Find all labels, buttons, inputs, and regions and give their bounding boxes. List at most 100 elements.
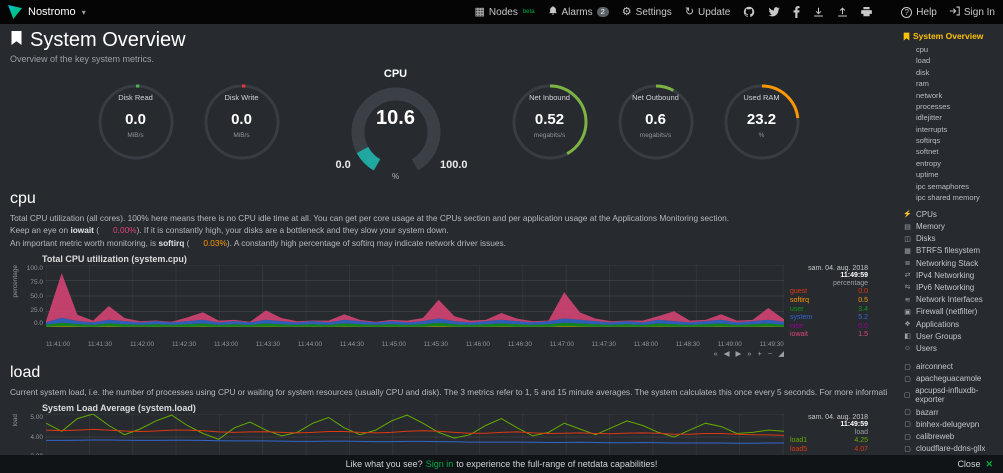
iface-icon: ≋ <box>904 296 911 304</box>
banner-close-button[interactable]: Close ✕ <box>957 459 993 470</box>
cpu-chart-canvas[interactable] <box>45 264 784 328</box>
cpu-chart-title: Total CPU utilization (system.cpu) <box>42 254 187 265</box>
sidebar-item-label: Applications <box>916 319 960 329</box>
legend-series-softirq[interactable]: softirq 0.5 <box>790 296 868 304</box>
sidebar-section-user-groups[interactable]: ◧ User Groups <box>903 330 1000 342</box>
sidebar-sections: ⚡ CPUs ▤ Memory ◫ Disks ▦ BTRFS filesystem ≣ Netw… <box>903 208 1000 354</box>
sidebar-sub-item-entropy[interactable]: entropy <box>903 158 1000 169</box>
cpu-gauge[interactable]: CPU 10.6 0.0 100.0 % <box>308 68 484 184</box>
legend-series-guest[interactable]: guest 0.0 <box>790 288 868 296</box>
sidebar-section-ipv4-networking[interactable]: ⇄ IPv4 Networking <box>903 269 1000 281</box>
nodes-label: Nodes <box>488 6 518 18</box>
sidebar-section-ipv6-networking[interactable]: ⇆ IPv6 Networking <box>903 281 1000 293</box>
sidebar-app-calibreweb[interactable]: ▢ calibreweb <box>903 430 1000 442</box>
sidebar-sub-item-softirqs[interactable]: softirqs <box>903 135 1000 146</box>
net-outbound-gauge[interactable]: Net Outbound 0.6 megabits/s <box>616 82 696 162</box>
banner-text-post: to experience the full-range of netdata … <box>456 459 658 469</box>
legend-series-load1[interactable]: load1 4.25 <box>790 437 868 445</box>
legend-series-system[interactable]: system 5.2 <box>790 314 868 322</box>
legend-series-nice[interactable]: nice 0.0 <box>790 322 868 330</box>
sidebar-sub-item-uptime[interactable]: uptime <box>903 169 1000 180</box>
nodes-menu-button[interactable]: ▦ Nodes beta <box>475 6 535 18</box>
sidebar-section-btrfs-filesystem[interactable]: ▦ BTRFS filesystem <box>903 245 1000 257</box>
sidebar-section-networking-stack[interactable]: ≣ Networking Stack <box>903 257 1000 269</box>
net-inbound-gauge[interactable]: Net Inbound 0.52 megabits/s <box>510 82 590 162</box>
sign-in-icon <box>949 6 960 19</box>
disk-write-gauge[interactable]: Disk Write 0.0 MiB/s <box>202 82 282 162</box>
print-icon[interactable] <box>861 7 873 17</box>
sidebar-section-cpus[interactable]: ⚡ CPUs <box>903 208 1000 220</box>
sidebar-sub-item-ipc-shared-memory[interactable]: ipc shared memory <box>903 192 1000 203</box>
sidebar-section-users[interactable]: ☺ Users <box>903 342 1000 354</box>
github-icon[interactable] <box>743 6 755 18</box>
banner-sign-in-link[interactable]: Sign in <box>425 459 454 469</box>
x-tick-label: 11:48:30 <box>675 340 700 348</box>
sidebar-sub-item-softnet[interactable]: softnet <box>903 146 1000 157</box>
sidebar-sub-item-network[interactable]: network <box>903 90 1000 101</box>
disk-read-gauge[interactable]: Disk Read 0.0 MiB/s <box>96 82 176 162</box>
sidebar-section-applications[interactable]: ❖ Applications <box>903 318 1000 330</box>
x-tick-label: 11:46:00 <box>465 340 490 348</box>
legend-series-load5[interactable]: load5 4.07 <box>790 445 868 453</box>
sidebar-app-cloudflare-ddns-gllx[interactable]: ▢ cloudflare-ddns-gllx <box>903 443 1000 455</box>
twitter-icon[interactable] <box>768 7 780 17</box>
legend-series-iowait[interactable]: iowait 1.5 <box>790 331 868 339</box>
x-tick-label: 11:42:00 <box>129 340 155 348</box>
resize-icon[interactable]: ◢ <box>778 348 784 358</box>
sidebar-app-bazarr[interactable]: ▢ bazarr <box>903 406 1000 418</box>
sidebar-app-airconnect[interactable]: ▢ airconnect <box>903 361 1000 373</box>
bookmark-icon <box>903 32 910 40</box>
skip-backward-icon[interactable]: « <box>713 348 718 358</box>
sidebar-sub-item-idlejitter[interactable]: idlejitter <box>903 112 1000 123</box>
help-button[interactable]: ? Help <box>901 6 937 18</box>
sidebar-section-memory[interactable]: ▤ Memory <box>903 220 1000 232</box>
host-menu[interactable]: Nostromo ▾ <box>8 5 86 19</box>
y-axis-ticks: 100.0 75.0 50.0 25.0 0.0 <box>20 265 46 327</box>
gauge-value: 0.0 <box>231 111 252 128</box>
sidebar-item-label: apcupsd-influxdb-exporter <box>915 386 979 405</box>
sign-in-button[interactable]: Sign In <box>949 6 995 19</box>
sidebar-app-binhex-delugevpn[interactable]: ▢ binhex-delugevpn <box>903 418 1000 430</box>
sidebar-section-firewall-netfilter-[interactable]: ▣ Firewall (netfilter) <box>903 306 1000 318</box>
step-backward-icon[interactable]: ◀ <box>723 348 730 358</box>
sidebar-sub-item-interrupts[interactable]: interrupts <box>903 124 1000 135</box>
used-ram-gauge[interactable]: Used RAM 23.2 % <box>722 82 802 162</box>
gauge-unit: % <box>391 172 400 181</box>
zoom-out-icon[interactable]: − <box>767 348 773 358</box>
skip-forward-icon[interactable]: » <box>747 348 752 358</box>
x-tick-label: 11:44:30 <box>339 340 364 348</box>
alarms-menu-button[interactable]: Alarms 2 <box>548 5 609 19</box>
upload-icon[interactable] <box>837 6 848 18</box>
legend-series-user[interactable]: user 3.4 <box>790 305 868 313</box>
bolt-icon: ⚡ <box>903 211 912 219</box>
download-icon[interactable] <box>813 7 824 18</box>
sidebar-section-network-interfaces[interactable]: ≋ Network Interfaces <box>903 294 1000 306</box>
cpu-chart-section: Total CPU utilization (system.cpu) perce… <box>10 254 887 358</box>
sidebar-item-label: disk <box>916 67 930 77</box>
play-icon[interactable]: ▶ <box>735 348 742 358</box>
load-chart-title: System Load Average (system.load) <box>42 403 196 414</box>
sidebar-app-apacheguacamole[interactable]: ▢ apacheguacamole <box>903 373 1000 385</box>
zoom-in-icon[interactable]: + <box>757 348 762 358</box>
x-tick-label: 11:46:30 <box>507 340 532 348</box>
update-menu-button[interactable]: ↻ Update <box>685 6 730 18</box>
sidebar-item-label: idlejitter <box>916 113 942 123</box>
sidebar-app-apcupsd-influxdb-exporter[interactable]: ▢ apcupsd-influxdb-exporter <box>903 385 1000 406</box>
settings-menu-button[interactable]: ⚙ Settings <box>622 6 672 18</box>
sidebar-sub-item-ram[interactable]: ram <box>903 78 1000 89</box>
sidebar-sub-item-disk[interactable]: disk <box>903 67 1000 78</box>
sidebar-sub-item-processes[interactable]: processes <box>903 101 1000 112</box>
sidebar-sub-item-load[interactable]: load <box>903 55 1000 66</box>
disk-icon: ◫ <box>904 235 911 243</box>
alarms-count-badge: 2 <box>596 7 609 17</box>
load-chart-canvas[interactable] <box>45 413 785 461</box>
x-tick-label: 11:49:30 <box>759 340 784 348</box>
signin-banner: Like what you see? Sign in to experience… <box>0 455 1003 473</box>
sidebar-sub-item-cpu[interactable]: cpu <box>903 44 1000 55</box>
sidebar-section-disks[interactable]: ◫ Disks <box>903 233 1000 245</box>
facebook-icon[interactable] <box>793 6 800 18</box>
gauge-value: 0.0 <box>125 111 146 128</box>
sidebar-sub-item-ipc-semaphores[interactable]: ipc semaphores <box>903 181 1000 192</box>
hostname: Nostromo <box>28 6 76 18</box>
sidebar-item-system-overview[interactable]: System Overview <box>903 31 1000 41</box>
